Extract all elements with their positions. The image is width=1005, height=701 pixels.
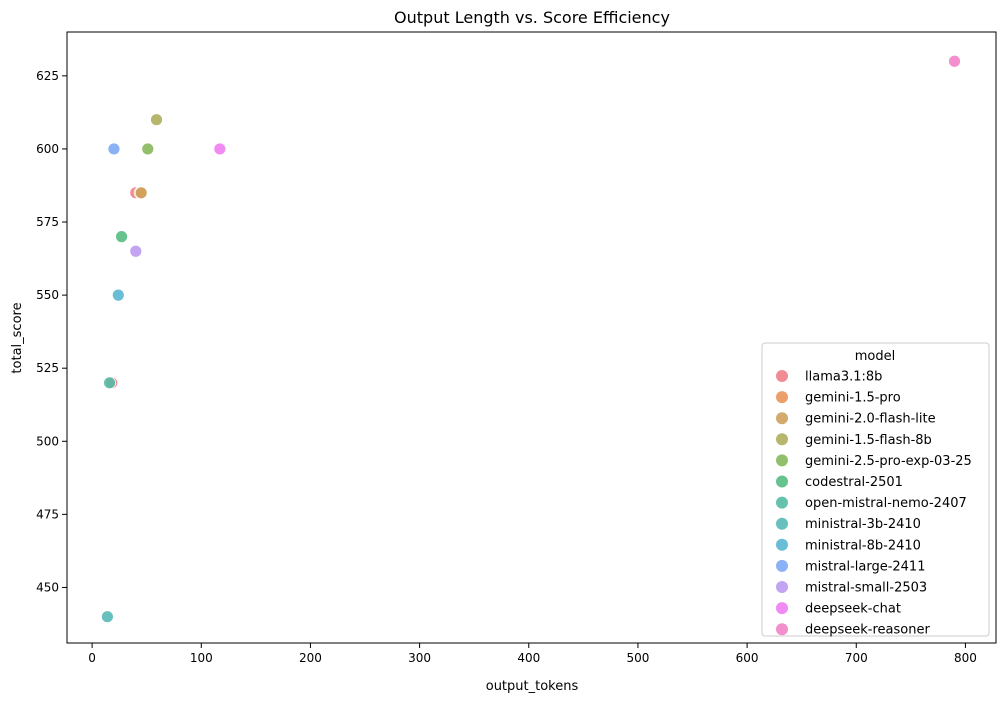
y-tick-label: 625 [36, 69, 59, 83]
y-axis: 450 475 500 525 550 575 600 625 [36, 69, 67, 594]
data-point [103, 376, 116, 390]
x-tick-label: 200 [299, 651, 322, 665]
legend-label: gemini-2.0-flash-lite [805, 412, 936, 427]
legend-marker [776, 538, 788, 551]
legend-marker [776, 581, 788, 593]
y-tick-label: 600 [36, 142, 59, 156]
y-tick-label: 500 [36, 434, 59, 448]
legend-marker [776, 370, 788, 382]
legend-label: deepseek-reasoner [805, 623, 930, 638]
x-axis: 0 100 200 300 400 500 600 700 800 [88, 643, 977, 665]
legend-label: ministral-3b-2410 [805, 517, 921, 532]
legend-label: gemini-1.5-flash-8b [805, 433, 932, 448]
y-tick-label: 475 [36, 507, 59, 521]
x-tick-label: 800 [954, 651, 977, 665]
plot-frame [66, 31, 997, 644]
legend-box [761, 342, 990, 637]
x-tick-label: 0 [88, 651, 96, 665]
x-tick-label: 400 [517, 651, 540, 665]
y-tick-label: 450 [36, 580, 59, 594]
legend-items: llama3.1:8b gemini-1.5-pro gemini-2.0-flas… [776, 370, 972, 638]
data-point [213, 142, 227, 156]
legend-marker [776, 623, 788, 636]
legend-marker [776, 475, 788, 488]
data-point [111, 288, 125, 302]
y-tick-label: 575 [36, 215, 59, 229]
data-point [150, 113, 163, 127]
data-point [115, 230, 128, 244]
legend-label: deepseek-chat [805, 602, 901, 617]
x-tick-label: 300 [408, 651, 431, 665]
legend-label: open-mistral-nemo-2407 [805, 496, 967, 511]
x-axis-label: output_tokens [486, 679, 579, 694]
legend-label: gemini-2.5-pro-exp-03-25 [805, 454, 972, 469]
data-point [100, 610, 114, 624]
x-tick-label: 100 [190, 651, 213, 665]
legend-label: codestral-2501 [805, 475, 903, 490]
y-tick-label: 525 [36, 361, 59, 375]
data-point [107, 142, 121, 156]
data-point [948, 54, 961, 68]
legend-marker [776, 433, 788, 446]
legend-label: llama3.1:8b [805, 370, 882, 385]
y-axis-label: total_score [10, 302, 25, 373]
y-tick-label: 550 [36, 288, 59, 302]
data-point [129, 244, 143, 258]
chart-title: Output Length vs. Score Efficiency [394, 8, 670, 27]
legend-marker [776, 517, 788, 530]
legend: model llama3.1:8b gemini-1.5-pro gemini-2.… [761, 342, 990, 638]
x-tick-label: 600 [736, 651, 759, 665]
x-tick-label: 700 [845, 651, 868, 665]
legend-label: mistral-small-2503 [805, 581, 927, 596]
legend-label: ministral-8b-2410 [805, 538, 921, 553]
legend-label: gemini-1.5-pro [805, 391, 901, 406]
x-tick-label: 500 [626, 651, 649, 665]
legend-marker [776, 391, 788, 404]
data-point [141, 142, 155, 156]
legend-label: mistral-large-2411 [805, 559, 925, 574]
legend-marker [776, 602, 788, 615]
legend-marker [776, 454, 788, 467]
points-layer [100, 54, 961, 624]
legend-marker [776, 496, 788, 509]
legend-marker [776, 559, 788, 572]
legend-title: model [855, 349, 895, 364]
data-point [134, 186, 148, 200]
legend-marker [776, 412, 788, 425]
